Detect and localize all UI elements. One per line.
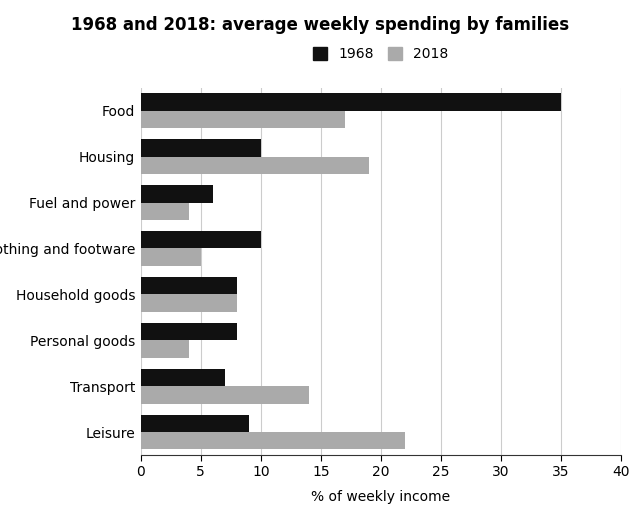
Bar — [141, 323, 237, 340]
Bar — [141, 94, 561, 111]
Bar — [141, 386, 309, 404]
Bar — [141, 203, 189, 220]
Bar — [141, 185, 212, 203]
Bar — [141, 249, 201, 266]
Bar — [141, 369, 225, 386]
Bar — [141, 111, 345, 128]
Bar — [141, 157, 369, 174]
Bar — [141, 415, 249, 432]
Text: 1968 and 2018: average weekly spending by families: 1968 and 2018: average weekly spending b… — [71, 16, 569, 34]
Bar — [141, 340, 189, 358]
Bar — [141, 231, 261, 249]
X-axis label: % of weekly income: % of weekly income — [311, 491, 451, 505]
Bar — [141, 294, 237, 312]
Bar — [141, 139, 261, 157]
Bar — [141, 277, 237, 294]
Legend: 1968, 2018: 1968, 2018 — [314, 47, 448, 61]
Bar — [141, 432, 405, 449]
